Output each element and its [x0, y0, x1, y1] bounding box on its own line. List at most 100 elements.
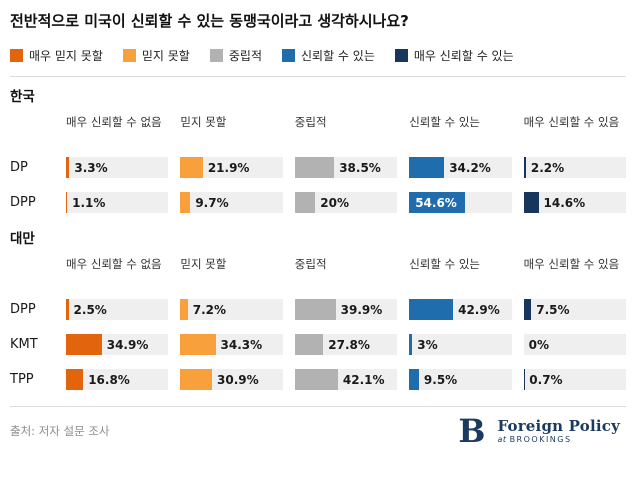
- bar-value: 42.9%: [458, 302, 500, 317]
- column-header: 믿지 못할: [180, 115, 227, 129]
- bar-value: 16.8%: [88, 372, 130, 387]
- bar-value: 34.9%: [106, 337, 149, 352]
- brookings-b-icon: B: [458, 412, 486, 450]
- bar-cell: 21.9%: [180, 157, 283, 178]
- bar-cell: 7.2%: [180, 299, 283, 320]
- column-header: 매우 신뢰할 수 없음: [66, 257, 162, 271]
- bar-fill: [294, 334, 324, 355]
- bar-cell: 34.9%: [66, 334, 169, 355]
- bar-fill: [409, 157, 445, 178]
- column-header: 매우 신뢰할 수 없음: [66, 115, 162, 129]
- bar-cell: 1.1%: [66, 192, 169, 213]
- bar-fill: [523, 192, 539, 213]
- bar-value: 42.1%: [342, 372, 385, 387]
- bar-cell: 3%: [409, 334, 512, 355]
- legend: 매우 믿지 못할 믿지 못할 중립적 신뢰할 수 있는 매우 신뢰할 수 있는: [10, 47, 626, 64]
- bar-fill: [66, 369, 84, 390]
- section-grid: 매우 신뢰할 수 없음 믿지 못할 중립적 신뢰할 수 있는 매우 신뢰할 수 있음 DP…: [10, 115, 626, 213]
- chart-sections: 한국 매우 신뢰할 수 없음 믿지 못할 중립적 신뢰할 수 있는 매우 신뢰할 수 있음…: [10, 85, 626, 390]
- bar-cell: 42.1%: [294, 369, 398, 390]
- chart-title: 전반적으로 미국이 신뢰할 수 있는 동맹국이라고 생각하시나요?: [10, 12, 409, 30]
- section-grid: 매우 신뢰할 수 없음 믿지 못할 중립적 신뢰할 수 있는 매우 신뢰할 수 있음 DP…: [10, 257, 626, 390]
- bar-value: 38.5%: [339, 160, 381, 175]
- legend-swatch: [281, 49, 295, 62]
- bar-cell: 38.5%: [294, 157, 398, 178]
- bar-value: 30.9%: [217, 372, 259, 387]
- bar-cell: 14.6%: [523, 192, 626, 213]
- legend-item: 중립적: [209, 47, 262, 64]
- bar-cell: 30.9%: [180, 369, 283, 390]
- legend-item: 신뢰할 수 있는: [281, 47, 375, 64]
- bar-value: 34.2%: [449, 160, 491, 175]
- bar-cell: 42.9%: [409, 299, 512, 320]
- bar-value: 2.5%: [73, 302, 107, 317]
- section-title: 대만: [10, 231, 35, 247]
- bar-cell: 3.3%: [66, 157, 169, 178]
- legend-divider: [10, 76, 626, 77]
- footer: 출처: 저자 설문 조사 B Foreign Policy at BROOKIN…: [10, 406, 626, 447]
- bar-cell: 16.8%: [66, 369, 169, 390]
- chart-page: 전반적으로 미국이 신뢰할 수 있는 동맹국이라고 생각하시나요? 매우 믿지 …: [10, 12, 626, 447]
- source-note: 출처: 저자 설문 조사: [10, 424, 110, 438]
- bar-value: 0.7%: [529, 372, 563, 387]
- legend-swatch: [10, 49, 23, 62]
- bar-value: 20%: [320, 195, 349, 210]
- bar-fill: [66, 299, 69, 320]
- column-header: 중립적: [294, 115, 327, 129]
- logo-subtitle: at BROOKINGS: [497, 435, 620, 444]
- logo-title: Foreign Policy: [497, 416, 620, 435]
- bar-cell: 0%: [523, 334, 626, 355]
- legend-swatch: [122, 49, 136, 62]
- logo-org: BROOKINGS: [509, 435, 572, 445]
- bar-value: 0%: [528, 337, 549, 352]
- bar-value: 34.3%: [220, 337, 263, 352]
- bar-cell: 27.8%: [294, 334, 398, 355]
- column-header: 매우 신뢰할 수 있음: [523, 115, 620, 129]
- column-header: 신뢰할 수 있는: [409, 115, 480, 129]
- bar-fill: [294, 299, 336, 320]
- legend-label: 신뢰할 수 있는: [300, 49, 375, 63]
- bar-cell: 0.7%: [523, 369, 626, 390]
- bar-fill: [294, 369, 338, 390]
- column-header: 매우 신뢰할 수 있음: [523, 257, 620, 271]
- logo-at: at: [497, 435, 507, 445]
- column-header: 중립적: [294, 257, 327, 271]
- bar-value: 54.6%: [415, 195, 457, 210]
- row-label: DPP: [10, 302, 36, 317]
- bar-cell: 39.9%: [294, 299, 398, 320]
- bar-cell: 20%: [294, 192, 398, 213]
- row-label: KMT: [10, 337, 38, 352]
- bar-value: 9.5%: [423, 372, 458, 387]
- brookings-logo: B Foreign Policy at BROOKINGS: [458, 415, 626, 447]
- bar-fill: [523, 157, 526, 178]
- bar-value: 7.2%: [192, 302, 227, 317]
- legend-item: 매우 믿지 못할: [10, 47, 103, 64]
- bar-fill: [180, 369, 213, 390]
- bar-fill: [409, 299, 454, 320]
- bar-fill: [523, 369, 525, 390]
- legend-label: 매우 신뢰할 수 있는: [413, 49, 514, 63]
- bar-fill: [180, 192, 191, 213]
- bar-fill: [294, 157, 335, 178]
- section-title: 한국: [10, 89, 35, 105]
- bar-cell: 9.5%: [409, 369, 512, 390]
- bar-cell: 7.5%: [523, 299, 626, 320]
- column-header: 신뢰할 수 있는: [409, 257, 480, 271]
- logo-text: Foreign Policy at BROOKINGS: [497, 416, 620, 444]
- bar-fill: [409, 369, 419, 390]
- column-header: 믿지 못할: [180, 257, 227, 271]
- bar-value: 9.7%: [195, 195, 229, 210]
- bar-fill: [66, 192, 68, 213]
- bar-fill: [523, 299, 532, 320]
- bar-value: 39.9%: [340, 302, 383, 317]
- bar-cell: 34.3%: [180, 334, 283, 355]
- row-label: TPP: [10, 372, 34, 387]
- bar-cell: 9.7%: [180, 192, 283, 213]
- bar-value: 7.5%: [536, 302, 570, 317]
- bar-fill: [66, 334, 102, 355]
- bar-value: 21.9%: [207, 160, 250, 175]
- legend-label: 중립적: [228, 49, 262, 63]
- bar-fill: [409, 334, 413, 355]
